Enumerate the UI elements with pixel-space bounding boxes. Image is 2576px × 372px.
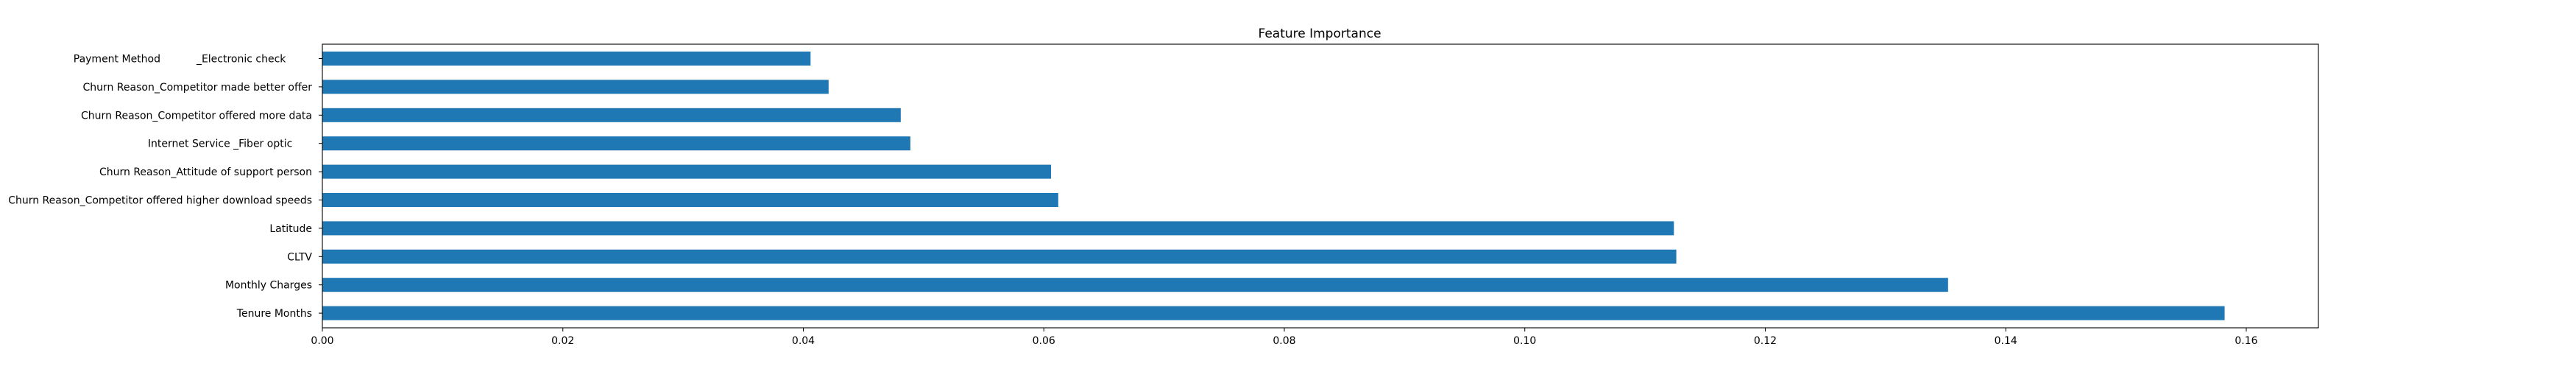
y-tick-label: Latitude [269,223,312,235]
bar [322,249,1677,264]
bar [322,164,1052,179]
chart-title: Feature Importance [1258,27,1381,41]
bar [322,306,2225,320]
x-tick-label: 0.16 [2234,335,2257,347]
y-tick-label: Churn Reason_Competitor made better offe… [82,82,312,94]
x-tick-label: 0.06 [1033,335,1055,347]
y-tick-label: Churn Reason_Competitor offered higher d… [8,195,312,207]
plot-frame [322,43,2319,329]
bar [322,136,910,151]
y-axis-ticks: Payment Method _Electronic check Churn R… [8,54,322,320]
x-tick-label: 0.04 [792,335,815,347]
x-tick-label: 0.10 [1513,335,1536,347]
bar [322,80,829,94]
x-axis-ticks: 0.00 0.02 0.04 0.06 0.08 0.10 0.12 0.14 0.16 [311,328,2258,347]
bars-layer [322,52,2225,320]
x-tick-label: 0.12 [1754,335,1777,347]
y-tick-label: Tenure Months [236,308,312,320]
y-tick-label: Churn Reason_Competitor offered more dat… [81,110,312,122]
x-tick-label: 0.14 [1995,335,2017,347]
y-tick-label: Internet Service _Fiber optic [148,138,312,150]
bar [322,221,1674,236]
y-tick-label: Payment Method _Electronic check [74,54,312,66]
y-tick-label: Monthly Charges [225,280,312,292]
x-tick-label: 0.00 [311,335,333,347]
x-tick-label: 0.08 [1273,335,1295,347]
y-tick-label: Churn Reason_Attitude of support person [99,166,312,178]
bar [322,108,901,122]
bar [322,193,1058,207]
bar [322,278,1948,292]
y-tick-label: CLTV [287,251,312,263]
bar [322,52,811,66]
x-tick-label: 0.02 [551,335,574,347]
